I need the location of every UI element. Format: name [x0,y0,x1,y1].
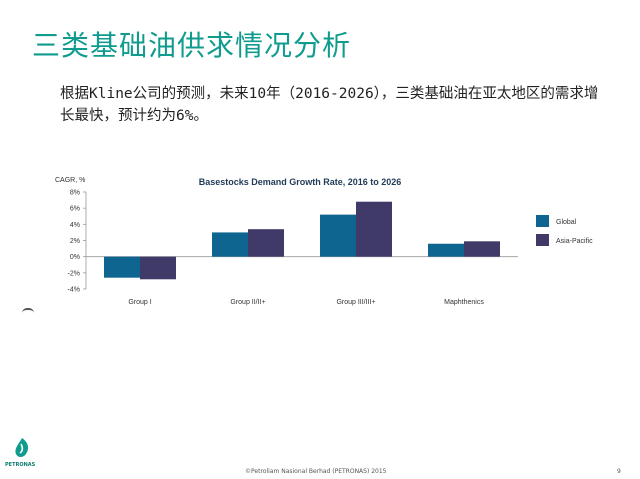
legend-label-1: Asia-Pacific [556,238,593,245]
bar-asia-pacific-0 [140,256,176,280]
slide-text: 根据Kline公司的预测，未来10年（2016-2026），三类基础油在亚太地区… [60,86,599,124]
legend-label-0: Global [556,219,577,226]
slide-title: 三类基础油供求情况分析 [32,29,352,62]
y-tick-label: 6% [70,206,80,213]
bar-global-1 [212,232,248,257]
y-tick-label: 0% [70,254,80,261]
x-tick-label: Maphthenics [444,299,484,306]
logo-text: PETRONAS [5,462,36,468]
y-tick-label: 2% [70,238,80,245]
y-tick-label: 8% [70,190,80,197]
bar-global-0 [104,256,140,278]
y-tick-label: -4% [68,287,80,294]
x-tick-label: Group II/II+ [230,299,265,306]
legend-swatch-0 [536,215,549,227]
bar-global-2 [320,214,356,257]
x-tick-label: Group III/III+ [336,299,375,306]
stray-mark [22,308,34,313]
page-number: 9 [617,468,621,475]
chart-title: Basestocks Demand Growth Rate, 2016 to 2… [199,177,402,187]
bar-asia-pacific-3 [464,241,500,257]
bar-global-3 [428,243,464,257]
x-tick-label: Group I [128,299,151,306]
y-tick-label: 4% [70,222,80,229]
petronas-logo-icon [15,438,29,457]
legend-swatch-1 [536,234,549,246]
footer-copyright: ©Petroliam Nasional Berhad (PETRONAS) 20… [245,468,387,475]
y-tick-label: -2% [68,270,80,277]
y-axis-label: CAGR, % [55,177,85,184]
bar-asia-pacific-2 [356,201,392,257]
bar-asia-pacific-1 [248,229,284,257]
